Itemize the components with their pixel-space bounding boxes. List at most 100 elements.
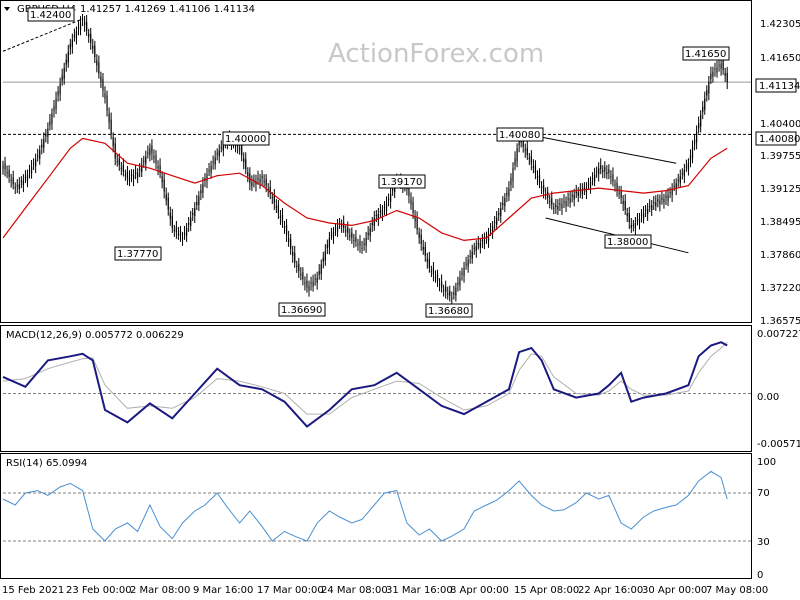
candle-body: [216, 153, 218, 155]
candle-body: [479, 242, 481, 248]
candle-body: [457, 282, 459, 285]
time-label: 7 May 08:00: [706, 585, 768, 596]
candle-body: [222, 144, 224, 151]
candle-body: [540, 186, 543, 189]
annotation-box: [278, 302, 326, 317]
candle-body: [126, 171, 129, 179]
candle-body: [377, 214, 379, 219]
candle-body: [155, 155, 157, 164]
candle-body: [326, 244, 328, 249]
candle-body: [165, 194, 167, 201]
time-label: 15 Apr 08:00: [514, 585, 579, 596]
candle-body: [153, 156, 155, 159]
rsi-panel-frame: [0, 453, 752, 579]
candle-body: [565, 201, 567, 207]
candle-body: [322, 257, 324, 262]
candle-body: [81, 18, 84, 21]
ohlc-values: 1.41257 1.41269 1.41106 1.41134: [80, 4, 255, 15]
annotation-box: [604, 234, 652, 249]
candle-body: [281, 214, 284, 223]
candle-body: [557, 206, 559, 211]
annotation-label: 1.42400: [30, 10, 71, 21]
candle-body: [447, 293, 449, 295]
candle-body: [443, 289, 445, 291]
candle-body: [234, 144, 237, 147]
candle-body: [75, 31, 78, 39]
annotation-label: 1.36680: [428, 306, 469, 317]
candle-body: [16, 185, 18, 187]
candle-body: [314, 278, 316, 280]
candle-body: [18, 184, 20, 190]
candle-body: [243, 158, 245, 163]
candle-body: [241, 145, 243, 156]
candle-body: [467, 259, 469, 267]
candle-body: [492, 225, 494, 233]
candle-body: [408, 185, 410, 197]
price-tick: 1.40400: [760, 119, 800, 130]
candle-body: [300, 274, 302, 276]
candle-body: [430, 270, 432, 272]
macd-line: [2, 341, 728, 428]
current-price-tag: 1.41134: [755, 78, 800, 93]
candle-body: [702, 106, 704, 113]
candle-body: [434, 277, 437, 279]
candle-body: [332, 231, 335, 238]
candle-body: [157, 166, 159, 169]
candle-body: [677, 179, 679, 181]
price-tick: 1.39125: [760, 184, 800, 195]
candle-body: [181, 237, 184, 239]
candle-body: [102, 78, 104, 91]
candle-body: [373, 217, 375, 226]
candle-body: [461, 272, 463, 275]
candle-body: [410, 199, 412, 205]
candle-body: [665, 195, 667, 199]
candle-body: [304, 282, 306, 284]
watermark-text: ActionForex.com: [328, 39, 544, 69]
candle-body: [534, 165, 537, 174]
candle-body: [114, 143, 116, 159]
candle-body: [120, 167, 122, 169]
candle-body: [369, 227, 371, 236]
support-price-text: 1.40080: [759, 134, 800, 145]
candle-body: [71, 39, 73, 47]
price-annotation: 1.41650: [682, 46, 730, 61]
candle-body: [600, 165, 602, 170]
candle-body: [698, 123, 700, 129]
annotation-box: [682, 46, 730, 61]
dropdown-triangle-icon[interactable]: [4, 7, 10, 11]
candle-body: [591, 178, 594, 180]
price-tick: 1.41650: [760, 53, 800, 64]
candle-body: [532, 166, 534, 169]
candle-body: [277, 205, 279, 214]
candle-body: [328, 237, 330, 248]
candle-body: [606, 172, 608, 175]
candle-body: [355, 236, 357, 242]
candle-body: [638, 217, 641, 224]
candle-body: [524, 149, 526, 151]
candle-body: [475, 246, 477, 251]
time-label: 15 Feb 2021: [2, 585, 64, 596]
annotation-box: [27, 7, 75, 22]
candle-body: [659, 200, 661, 205]
candle-body: [320, 264, 322, 275]
candle-body: [263, 181, 265, 183]
candle-body: [33, 163, 35, 165]
price-annotation: 1.36680: [425, 303, 473, 318]
candle-body: [608, 169, 610, 174]
candle-body: [502, 203, 504, 206]
annotation-label: 1.38000: [607, 237, 648, 248]
annotation-label: 1.37770: [117, 249, 158, 260]
candle-body: [536, 176, 539, 179]
candle-body: [436, 274, 439, 282]
rsi-axis: 100 70 30 0: [757, 457, 776, 581]
candle-body: [98, 62, 100, 74]
candle-body: [135, 172, 137, 175]
candle-body: [718, 64, 720, 66]
candle-body: [696, 131, 698, 143]
candle-body: [514, 158, 516, 166]
candle-body: [551, 198, 553, 205]
candle-body: [708, 81, 710, 94]
macd-signal-line: [2, 341, 728, 415]
candle-body: [691, 147, 694, 159]
